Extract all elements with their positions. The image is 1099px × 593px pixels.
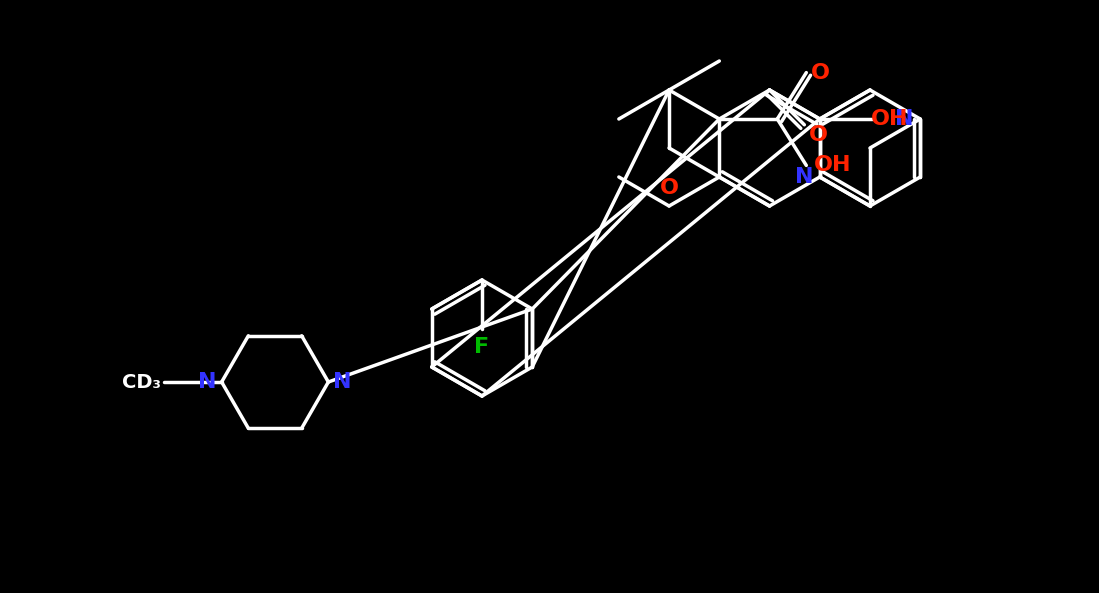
Text: OH: OH bbox=[813, 155, 851, 176]
Text: OH: OH bbox=[872, 109, 909, 129]
Text: O: O bbox=[809, 125, 828, 145]
Text: N: N bbox=[199, 372, 217, 392]
Text: O: O bbox=[659, 178, 678, 198]
Text: CD₃: CD₃ bbox=[122, 372, 162, 391]
Text: F: F bbox=[475, 337, 489, 358]
Text: N: N bbox=[795, 167, 813, 187]
Text: N: N bbox=[895, 109, 913, 129]
Text: O: O bbox=[811, 63, 830, 82]
Text: N: N bbox=[333, 372, 352, 392]
